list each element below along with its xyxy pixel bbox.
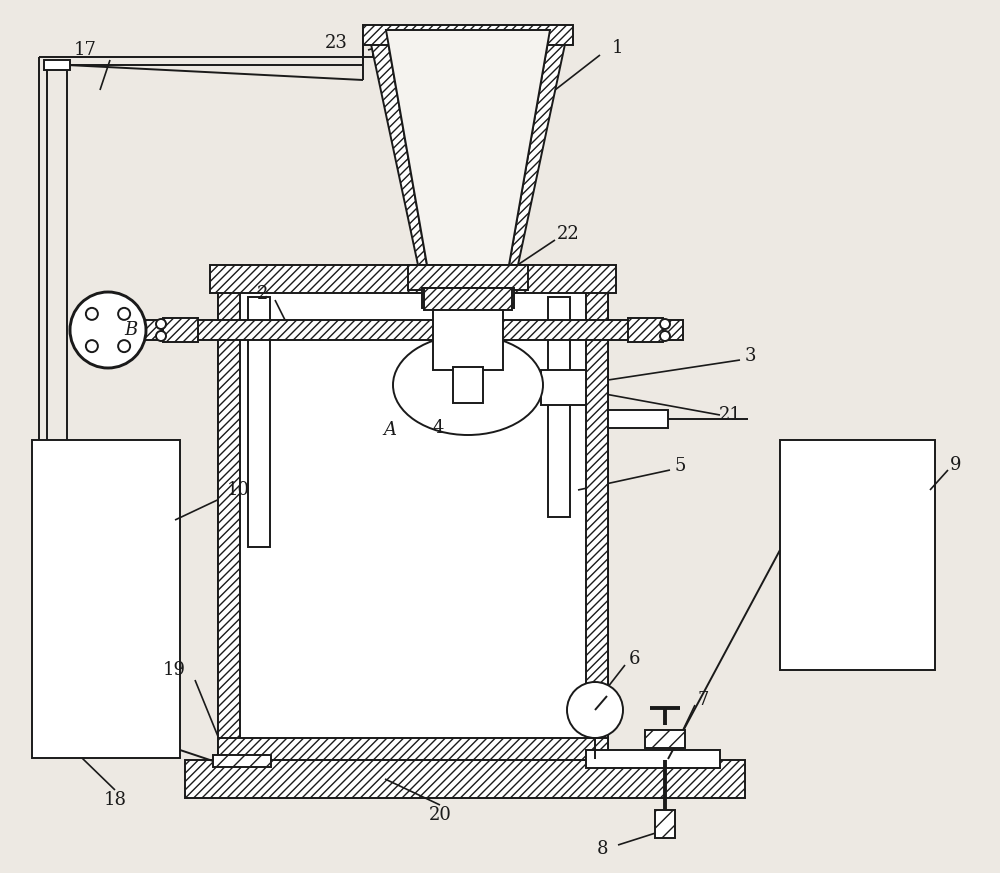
Text: 2: 2	[257, 285, 268, 303]
Text: 1: 1	[612, 39, 624, 57]
Text: 21: 21	[719, 406, 741, 424]
Text: 7: 7	[697, 691, 709, 709]
Circle shape	[86, 308, 98, 320]
Bar	[218, 270, 240, 760]
Bar	[248, 297, 270, 547]
Bar	[548, 297, 570, 517]
Bar	[655, 810, 675, 838]
Bar	[628, 318, 663, 342]
Text: 8: 8	[596, 840, 608, 858]
Bar	[541, 370, 586, 405]
Bar	[218, 738, 608, 760]
Text: 18: 18	[104, 791, 126, 809]
Bar	[608, 410, 668, 428]
Bar	[453, 367, 483, 403]
Circle shape	[118, 340, 130, 352]
Bar	[138, 320, 683, 340]
Bar	[422, 288, 514, 308]
Bar	[163, 318, 198, 342]
Polygon shape	[386, 30, 550, 265]
Text: 6: 6	[628, 650, 640, 668]
Circle shape	[118, 308, 130, 320]
Bar	[450, 290, 486, 293]
Bar	[218, 270, 608, 760]
Text: 19: 19	[163, 661, 186, 679]
Bar	[586, 750, 720, 768]
Circle shape	[70, 292, 146, 368]
Circle shape	[660, 331, 670, 341]
Ellipse shape	[393, 335, 543, 435]
Text: 10: 10	[226, 481, 250, 499]
Text: 5: 5	[674, 457, 686, 475]
Bar	[363, 25, 573, 45]
Text: 4: 4	[433, 419, 444, 437]
Polygon shape	[368, 30, 427, 265]
Bar	[32, 440, 180, 758]
Circle shape	[156, 319, 166, 329]
Bar	[586, 270, 608, 760]
Bar	[185, 760, 745, 798]
Bar	[213, 755, 271, 767]
Text: 3: 3	[744, 347, 756, 365]
Bar	[424, 288, 512, 310]
Text: B: B	[125, 321, 138, 339]
Text: 23: 23	[325, 34, 348, 52]
Text: 9: 9	[950, 456, 962, 474]
Bar	[44, 60, 70, 70]
Text: 22: 22	[557, 225, 579, 243]
Text: 17: 17	[74, 41, 97, 59]
Bar	[210, 265, 616, 293]
Text: A: A	[384, 421, 396, 439]
Bar	[780, 440, 935, 670]
Bar	[433, 290, 503, 370]
Bar	[645, 730, 685, 748]
Circle shape	[567, 682, 623, 738]
Circle shape	[86, 340, 98, 352]
Polygon shape	[509, 30, 568, 265]
Text: 20: 20	[429, 806, 451, 824]
Bar	[408, 265, 528, 290]
Circle shape	[660, 319, 670, 329]
Circle shape	[156, 331, 166, 341]
